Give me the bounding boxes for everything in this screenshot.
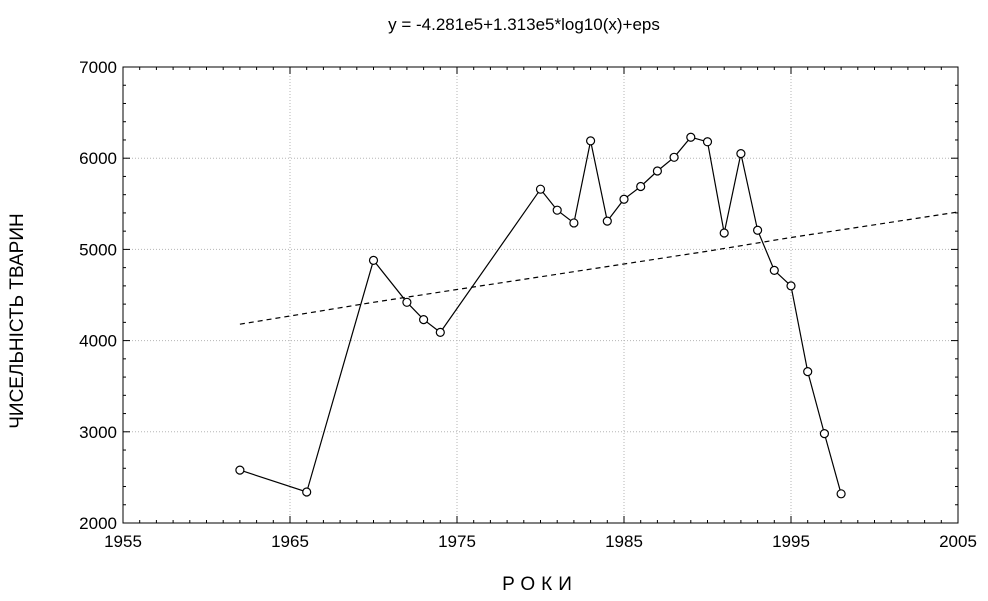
y-tick-label: 4000 <box>79 332 117 351</box>
y-tick-labels: 2000 3000 4000 5000 6000 7000 <box>79 58 117 533</box>
data-point <box>702 137 713 147</box>
x-tick-label: 1955 <box>104 532 142 551</box>
data-point <box>836 489 846 499</box>
data-point <box>569 218 579 228</box>
data-point <box>686 132 696 142</box>
data-point <box>419 315 429 325</box>
data-point <box>552 205 562 215</box>
data-point <box>636 181 646 192</box>
data-point <box>752 225 763 235</box>
data-point <box>769 265 779 275</box>
data-point <box>435 327 445 337</box>
data-point <box>602 216 612 226</box>
data-point <box>402 297 412 307</box>
data-point <box>652 166 663 176</box>
data-point <box>786 281 796 291</box>
data-point <box>719 228 729 238</box>
x-tick-label: 1985 <box>605 532 643 551</box>
x-tick-label: 1965 <box>271 532 309 551</box>
x-tick-label: 2005 <box>939 532 977 551</box>
data-point <box>803 367 813 377</box>
series-layer <box>235 132 959 499</box>
y-tick-label: 7000 <box>79 58 117 77</box>
y-axis-label: ЧИСЕЛЬНІСТЬ ТВАРИН <box>7 213 28 428</box>
data-point <box>619 194 629 204</box>
y-tick-label: 5000 <box>79 240 117 259</box>
data-point <box>669 152 679 162</box>
data-point <box>368 255 379 265</box>
y-tick-label: 3000 <box>79 423 117 442</box>
x-tick-label: 1975 <box>438 532 476 551</box>
x-tick-labels: 1955 1965 1975 1985 1995 2005 <box>104 532 977 551</box>
y-tick-label: 6000 <box>79 149 117 168</box>
fit-line <box>239 211 959 325</box>
minor-ticks <box>122 66 959 524</box>
chart-title: y = -4.281e5+1.313e5*log10(x)+eps <box>388 15 660 34</box>
data-point <box>585 136 596 146</box>
data-point <box>736 149 746 159</box>
y-tick-label: 2000 <box>79 514 117 533</box>
data-point <box>302 487 312 497</box>
grid <box>123 67 958 523</box>
data-point <box>535 184 546 194</box>
x-axis-label: РОКИ <box>502 574 578 595</box>
data-point <box>235 465 245 475</box>
x-tick-label: 1995 <box>772 532 810 551</box>
data-point <box>819 429 830 439</box>
plot-frame <box>122 66 959 524</box>
